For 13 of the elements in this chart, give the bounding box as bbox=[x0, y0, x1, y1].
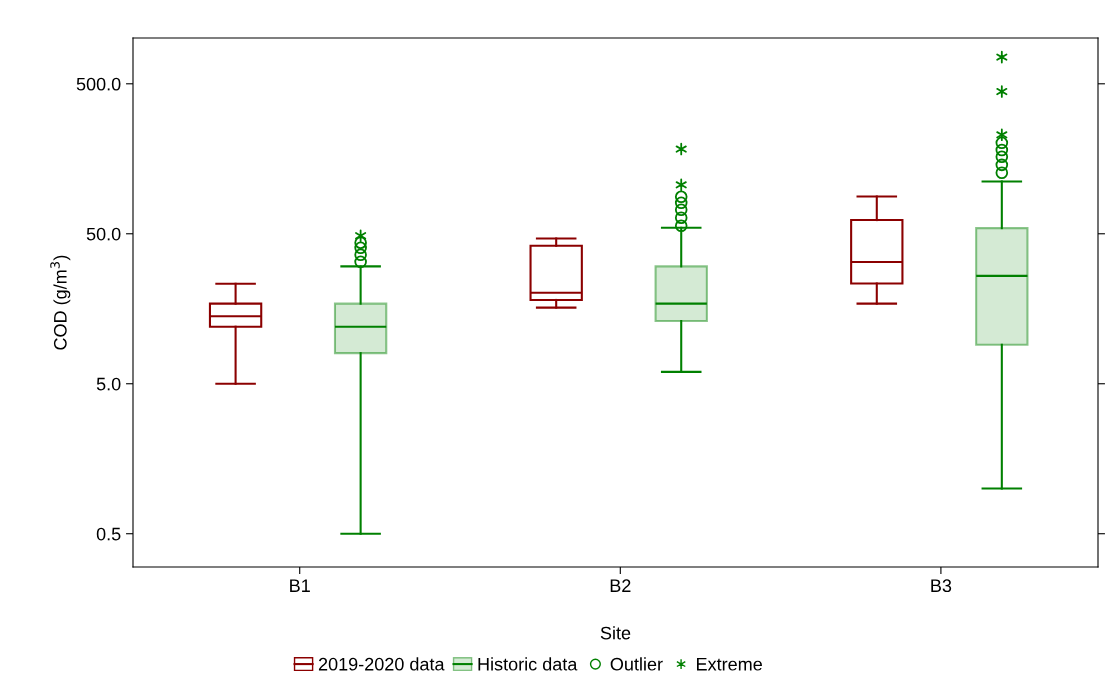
y-axis-title: COD (g/m$^{3}$) bbox=[50, 255, 71, 350]
y-tick-label: 500.0 bbox=[76, 77, 121, 91]
x-tick-label: B2 bbox=[610, 579, 631, 592]
y-tick-label: 0.5 bbox=[96, 527, 121, 541]
x-tick-label: B1 bbox=[290, 579, 310, 592]
legend-label: 2019-2020 data bbox=[318, 657, 445, 671]
legend-label: Outlier bbox=[610, 657, 663, 671]
y-tick-label: 5.0 bbox=[96, 377, 121, 391]
y-tick-label: 50.0 bbox=[86, 227, 121, 241]
legend-label: Extreme bbox=[697, 657, 762, 671]
legend-label: Historic data bbox=[478, 657, 578, 671]
x-tick-label: B3 bbox=[931, 579, 952, 593]
x-axis-title: Site bbox=[600, 626, 631, 640]
